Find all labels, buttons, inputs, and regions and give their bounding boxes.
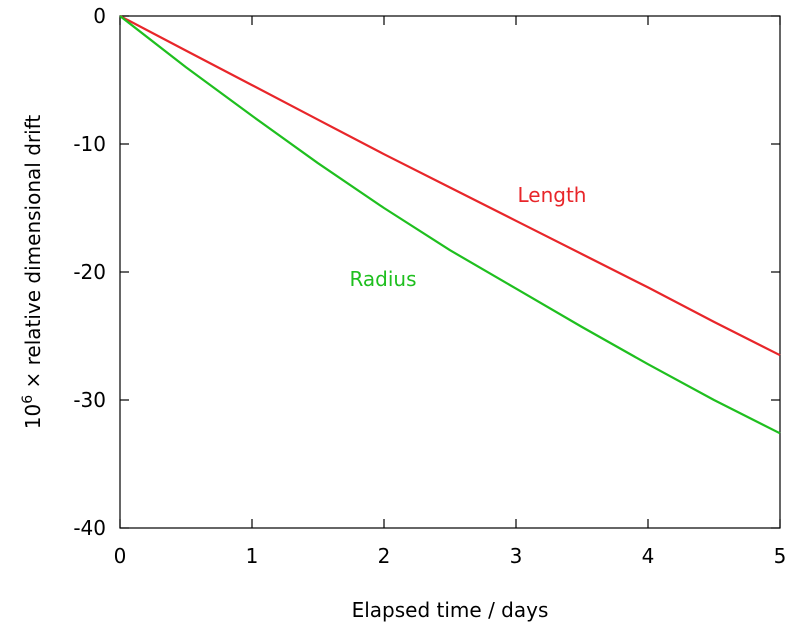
x-tick-label: 5 — [774, 544, 787, 568]
series-lines — [119, 15, 781, 435]
x-tick-label: 3 — [510, 544, 523, 568]
axis-ticks — [119, 15, 781, 529]
x-tick-label: 0 — [114, 544, 127, 568]
y-tick-label: -10 — [73, 132, 106, 156]
x-axis-label: Elapsed time / days — [352, 598, 549, 622]
x-tick-label: 1 — [246, 544, 259, 568]
y-tick-label: -20 — [73, 260, 106, 284]
y-tick-label: -30 — [73, 388, 106, 412]
y-axis-label-exponent: 6 — [20, 395, 36, 404]
y-tick-label: -40 — [73, 516, 106, 540]
x-tick-label: 2 — [378, 544, 391, 568]
series-label-radius: Radius — [349, 267, 416, 291]
series-line-radius — [119, 15, 781, 435]
y-axis-label-rest: × relative dimensional drift — [21, 115, 45, 395]
x-tick-label: 4 — [642, 544, 655, 568]
axis-tick-labels: 0 1 2 3 4 5 -40 -30 -20 -10 0 — [73, 4, 786, 568]
y-axis-label-base: 10 — [21, 404, 45, 429]
series-label-length: Length — [518, 183, 587, 207]
y-axis-label: 106 × relative dimensional drift — [20, 115, 45, 430]
series-line-length — [119, 15, 781, 357]
y-tick-label: 0 — [93, 4, 106, 28]
